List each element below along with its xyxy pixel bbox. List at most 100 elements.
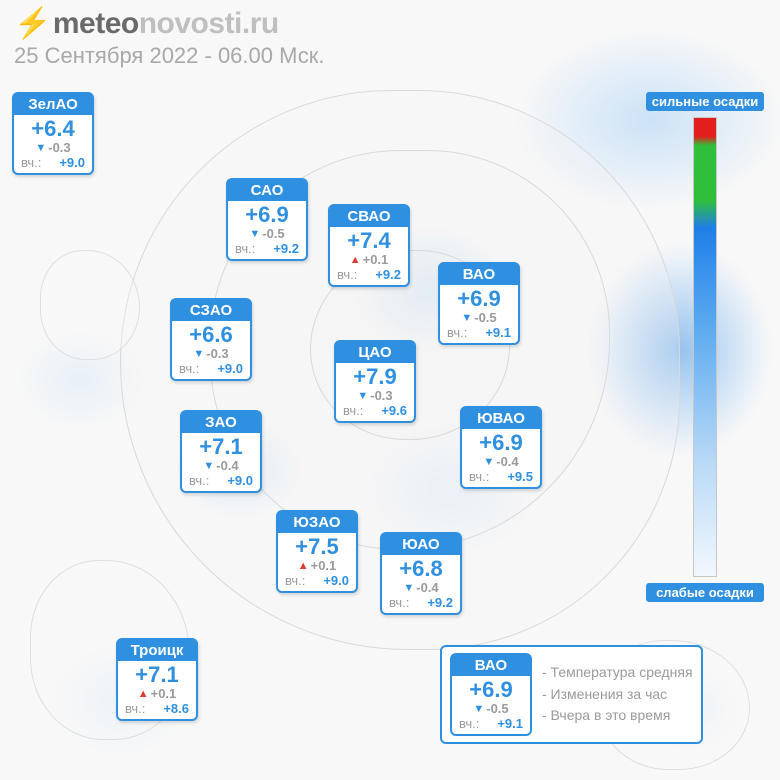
card-title: Троицк	[118, 640, 196, 661]
yesterday-value: +9.2	[273, 241, 299, 256]
card-temp: +6.9	[445, 287, 513, 310]
trend-down-icon: ▼	[473, 703, 484, 715]
legend-sample-card: ВАО +6.9 ▼ -0.5 вч.: +9.1	[450, 653, 532, 736]
yesterday-value: +9.0	[217, 361, 243, 376]
card-title: ЦАО	[336, 342, 414, 363]
yesterday-value: +9.0	[323, 573, 349, 588]
precipitation-legend: сильные осадки слабые осадки	[646, 92, 764, 602]
yesterday-value: +9.1	[485, 325, 511, 340]
yesterday-value: +9.2	[427, 595, 453, 610]
card-temp: +6.8	[387, 557, 455, 580]
card-delta: -0.3	[48, 140, 70, 155]
card-delta: -0.5	[262, 226, 284, 241]
card-title: ВАО	[452, 655, 530, 676]
yesterday-value: +9.1	[497, 716, 523, 731]
card-delta-row: ▲+0.1	[283, 558, 351, 573]
card-delta: -0.4	[216, 458, 238, 473]
card-title: СЗАО	[172, 300, 250, 321]
yesterday-label: вч.:	[235, 241, 255, 256]
card-title: САО	[228, 180, 306, 201]
trend-down-icon: ▼	[203, 460, 214, 472]
yesterday-label: вч.:	[469, 469, 489, 484]
legend-line: - Температура средняя	[542, 662, 693, 684]
card-legend-box: ВАО +6.9 ▼ -0.5 вч.: +9.1 - Температура …	[440, 645, 703, 744]
yesterday-label: вч.:	[459, 716, 479, 731]
district-card-yuao: ЮАО+6.8▼-0.4вч.:+9.2	[380, 532, 462, 615]
card-delta-row: ▼-0.4	[467, 454, 535, 469]
trend-down-icon: ▼	[483, 456, 494, 468]
legend-gradient-bar	[693, 117, 717, 577]
card-yesterday-row: вч.:+8.6	[123, 701, 191, 716]
card-delta: +0.1	[311, 558, 337, 573]
yesterday-value: +9.6	[381, 403, 407, 418]
trend-down-icon: ▼	[461, 312, 472, 324]
yesterday-label: вч.:	[343, 403, 363, 418]
map-blob	[40, 250, 140, 360]
card-yesterday-row: вч.:+9.2	[335, 267, 403, 282]
card-title: ЮАО	[382, 534, 460, 555]
card-delta-row: ▼ -0.5	[457, 701, 525, 716]
card-temp: +6.9	[457, 678, 525, 701]
card-yesterday-row: вч.: +9.2	[233, 241, 301, 256]
legend-descriptions: - Температура средняя - Изменения за час…	[542, 662, 693, 727]
district-card-zelao: ЗелАО+6.4▼-0.3вч.:+9.0	[12, 92, 94, 175]
datetime-label: 25 Сентября 2022 - 06.00 Мск.	[14, 43, 324, 69]
trend-up-icon: ▲	[350, 254, 361, 266]
yesterday-label: вч.:	[447, 325, 467, 340]
yesterday-label: вч.:	[179, 361, 199, 376]
yesterday-label: вч.:	[189, 473, 209, 488]
card-delta: -0.5	[474, 310, 496, 325]
card-delta: -0.3	[206, 346, 228, 361]
district-card-szao: СЗАО+6.6▼-0.3вч.:+9.0	[170, 298, 252, 381]
legend-strong-label: сильные осадки	[646, 92, 764, 111]
trend-down-icon: ▼	[403, 582, 414, 594]
card-delta-row: ▲+0.1	[123, 686, 191, 701]
card-delta-row: ▼-0.4	[387, 580, 455, 595]
district-card-zao: ЗАО+7.1▼-0.4вч.:+9.0	[180, 410, 262, 493]
trend-down-icon: ▼	[35, 142, 46, 154]
card-delta-row: ▼-0.3	[341, 388, 409, 403]
card-yesterday-row: вч.: +9.5	[467, 469, 535, 484]
logo-suffix: novosti.ru	[139, 7, 279, 40]
card-yesterday-row: вч.: +9.1	[445, 325, 513, 340]
yesterday-value: +9.5	[507, 469, 533, 484]
card-yesterday-row: вч.: +9.6	[341, 403, 409, 418]
yesterday-value: +9.0	[59, 155, 85, 170]
card-title: ЗелАО	[14, 94, 92, 115]
district-card-yuvao: ЮВАО+6.9▼-0.4вч.:+9.5	[460, 406, 542, 489]
card-yesterday-row: вч.: +9.0	[177, 361, 245, 376]
card-delta: +0.1	[151, 686, 177, 701]
trend-down-icon: ▼	[357, 390, 368, 402]
card-delta-row: ▼-0.3	[177, 346, 245, 361]
district-card-vao: ВАО+6.9▼-0.5вч.:+9.1	[438, 262, 520, 345]
district-card-svao: СВАО+7.4▲+0.1вч.:+9.2	[328, 204, 410, 287]
card-title: СВАО	[330, 206, 408, 227]
card-temp: +7.9	[341, 365, 409, 388]
district-card-troick: Троицк+7.1▲+0.1вч.:+8.6	[116, 638, 198, 721]
card-delta: -0.4	[416, 580, 438, 595]
yesterday-label: вч.:	[285, 573, 305, 588]
card-delta-row: ▼-0.5	[233, 226, 301, 241]
card-delta: -0.3	[370, 388, 392, 403]
card-delta-row: ▼-0.5	[445, 310, 513, 325]
card-delta-row: ▲+0.1	[335, 252, 403, 267]
district-card-cao: ЦАО+7.9▼-0.3вч.:+9.6	[334, 340, 416, 423]
card-temp: +6.4	[19, 117, 87, 140]
card-title: ВАО	[440, 264, 518, 285]
card-yesterday-row: вч.:+9.0	[187, 473, 255, 488]
card-temp: +7.1	[187, 435, 255, 458]
legend-line: - Изменения за час	[542, 684, 693, 706]
trend-down-icon: ▼	[249, 228, 260, 240]
yesterday-value: +8.6	[163, 701, 189, 716]
card-yesterday-row: вч.: +9.0	[283, 573, 351, 588]
card-title: ЮВАО	[462, 408, 540, 429]
trend-down-icon: ▼	[193, 348, 204, 360]
card-delta: +0.1	[363, 252, 389, 267]
card-temp: +7.5	[283, 535, 351, 558]
yesterday-value: +9.2	[375, 267, 401, 282]
card-delta-row: ▼-0.3	[19, 140, 87, 155]
legend-line: - Вчера в это время	[542, 705, 693, 727]
card-delta-row: ▼-0.4	[187, 458, 255, 473]
yesterday-label: вч.:	[389, 595, 409, 610]
card-temp: +6.6	[177, 323, 245, 346]
